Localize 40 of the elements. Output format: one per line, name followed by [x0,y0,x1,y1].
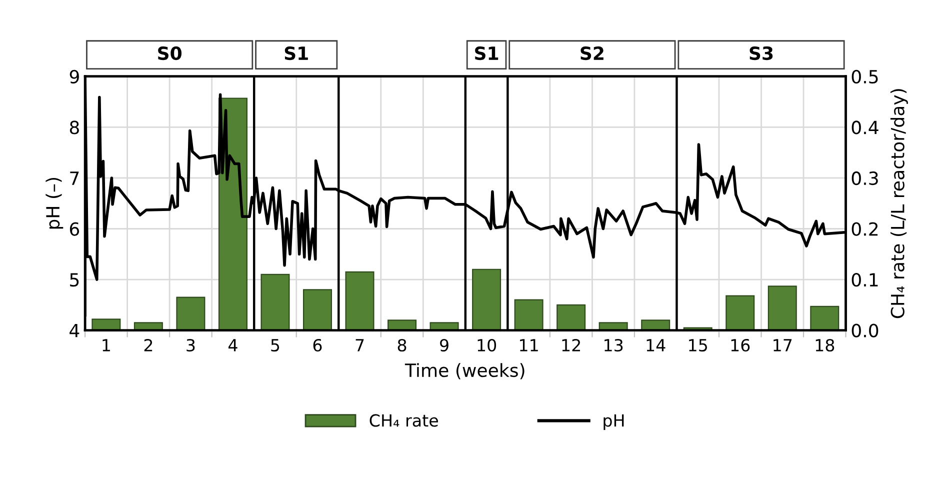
y-axis-title: pH (–) [46,178,64,229]
text: S0 [158,46,182,60]
y2-tick-label: 0.0 [852,324,878,338]
y2-tick-label: 0.3 [852,171,878,186]
x-tick-label: 17 [774,339,792,352]
x-tick-label: 11 [520,339,538,352]
x-tick-label: 4 [228,339,238,352]
text: S1 [475,46,498,60]
legend-label: CH₄ rate [370,414,438,427]
x-tick-label: 12 [562,338,580,352]
legend-label: pH [604,414,624,430]
y-tick-label: 9 [70,70,79,84]
y-tick-label: 6 [70,222,80,236]
x-tick-label: 9 [440,338,448,352]
x-tick-label: 8 [398,338,406,352]
x-tick-label: 2 [144,338,152,352]
text: S1 [284,46,308,60]
x-tick-label: 14 [646,339,666,352]
x-axis-title: Time (weeks) [404,363,524,380]
x-tick-label: 5 [271,339,280,352]
y-tick-label: 7 [70,172,79,185]
y-tick-label: 8 [70,120,79,134]
x-tick-label: 10 [478,338,496,352]
x-tick-label: 18 [816,338,834,352]
x-tick-label: 13 [604,338,623,352]
y-tick-label: 5 [70,273,79,287]
text: S3 [750,46,773,60]
x-tick-label: 1 [102,339,110,352]
x-tick-label: 6 [313,338,322,352]
x-tick-label: 15 [689,339,708,352]
text: S2 [580,46,604,60]
x-tick-label: 3 [186,338,195,352]
x-tick-label: 16 [731,338,750,352]
y2-axis-title: CH₄ rate (L/L reactor/day) [890,89,908,318]
y2-tick-label: 0.2 [852,222,878,236]
y2-tick-label: 0.1 [852,272,878,287]
x-tick-label: 7 [356,339,364,352]
y-tick-label: 4 [70,324,80,338]
y2-tick-label: 0.4 [852,120,878,134]
y2-tick-label: 0.5 [852,70,878,84]
